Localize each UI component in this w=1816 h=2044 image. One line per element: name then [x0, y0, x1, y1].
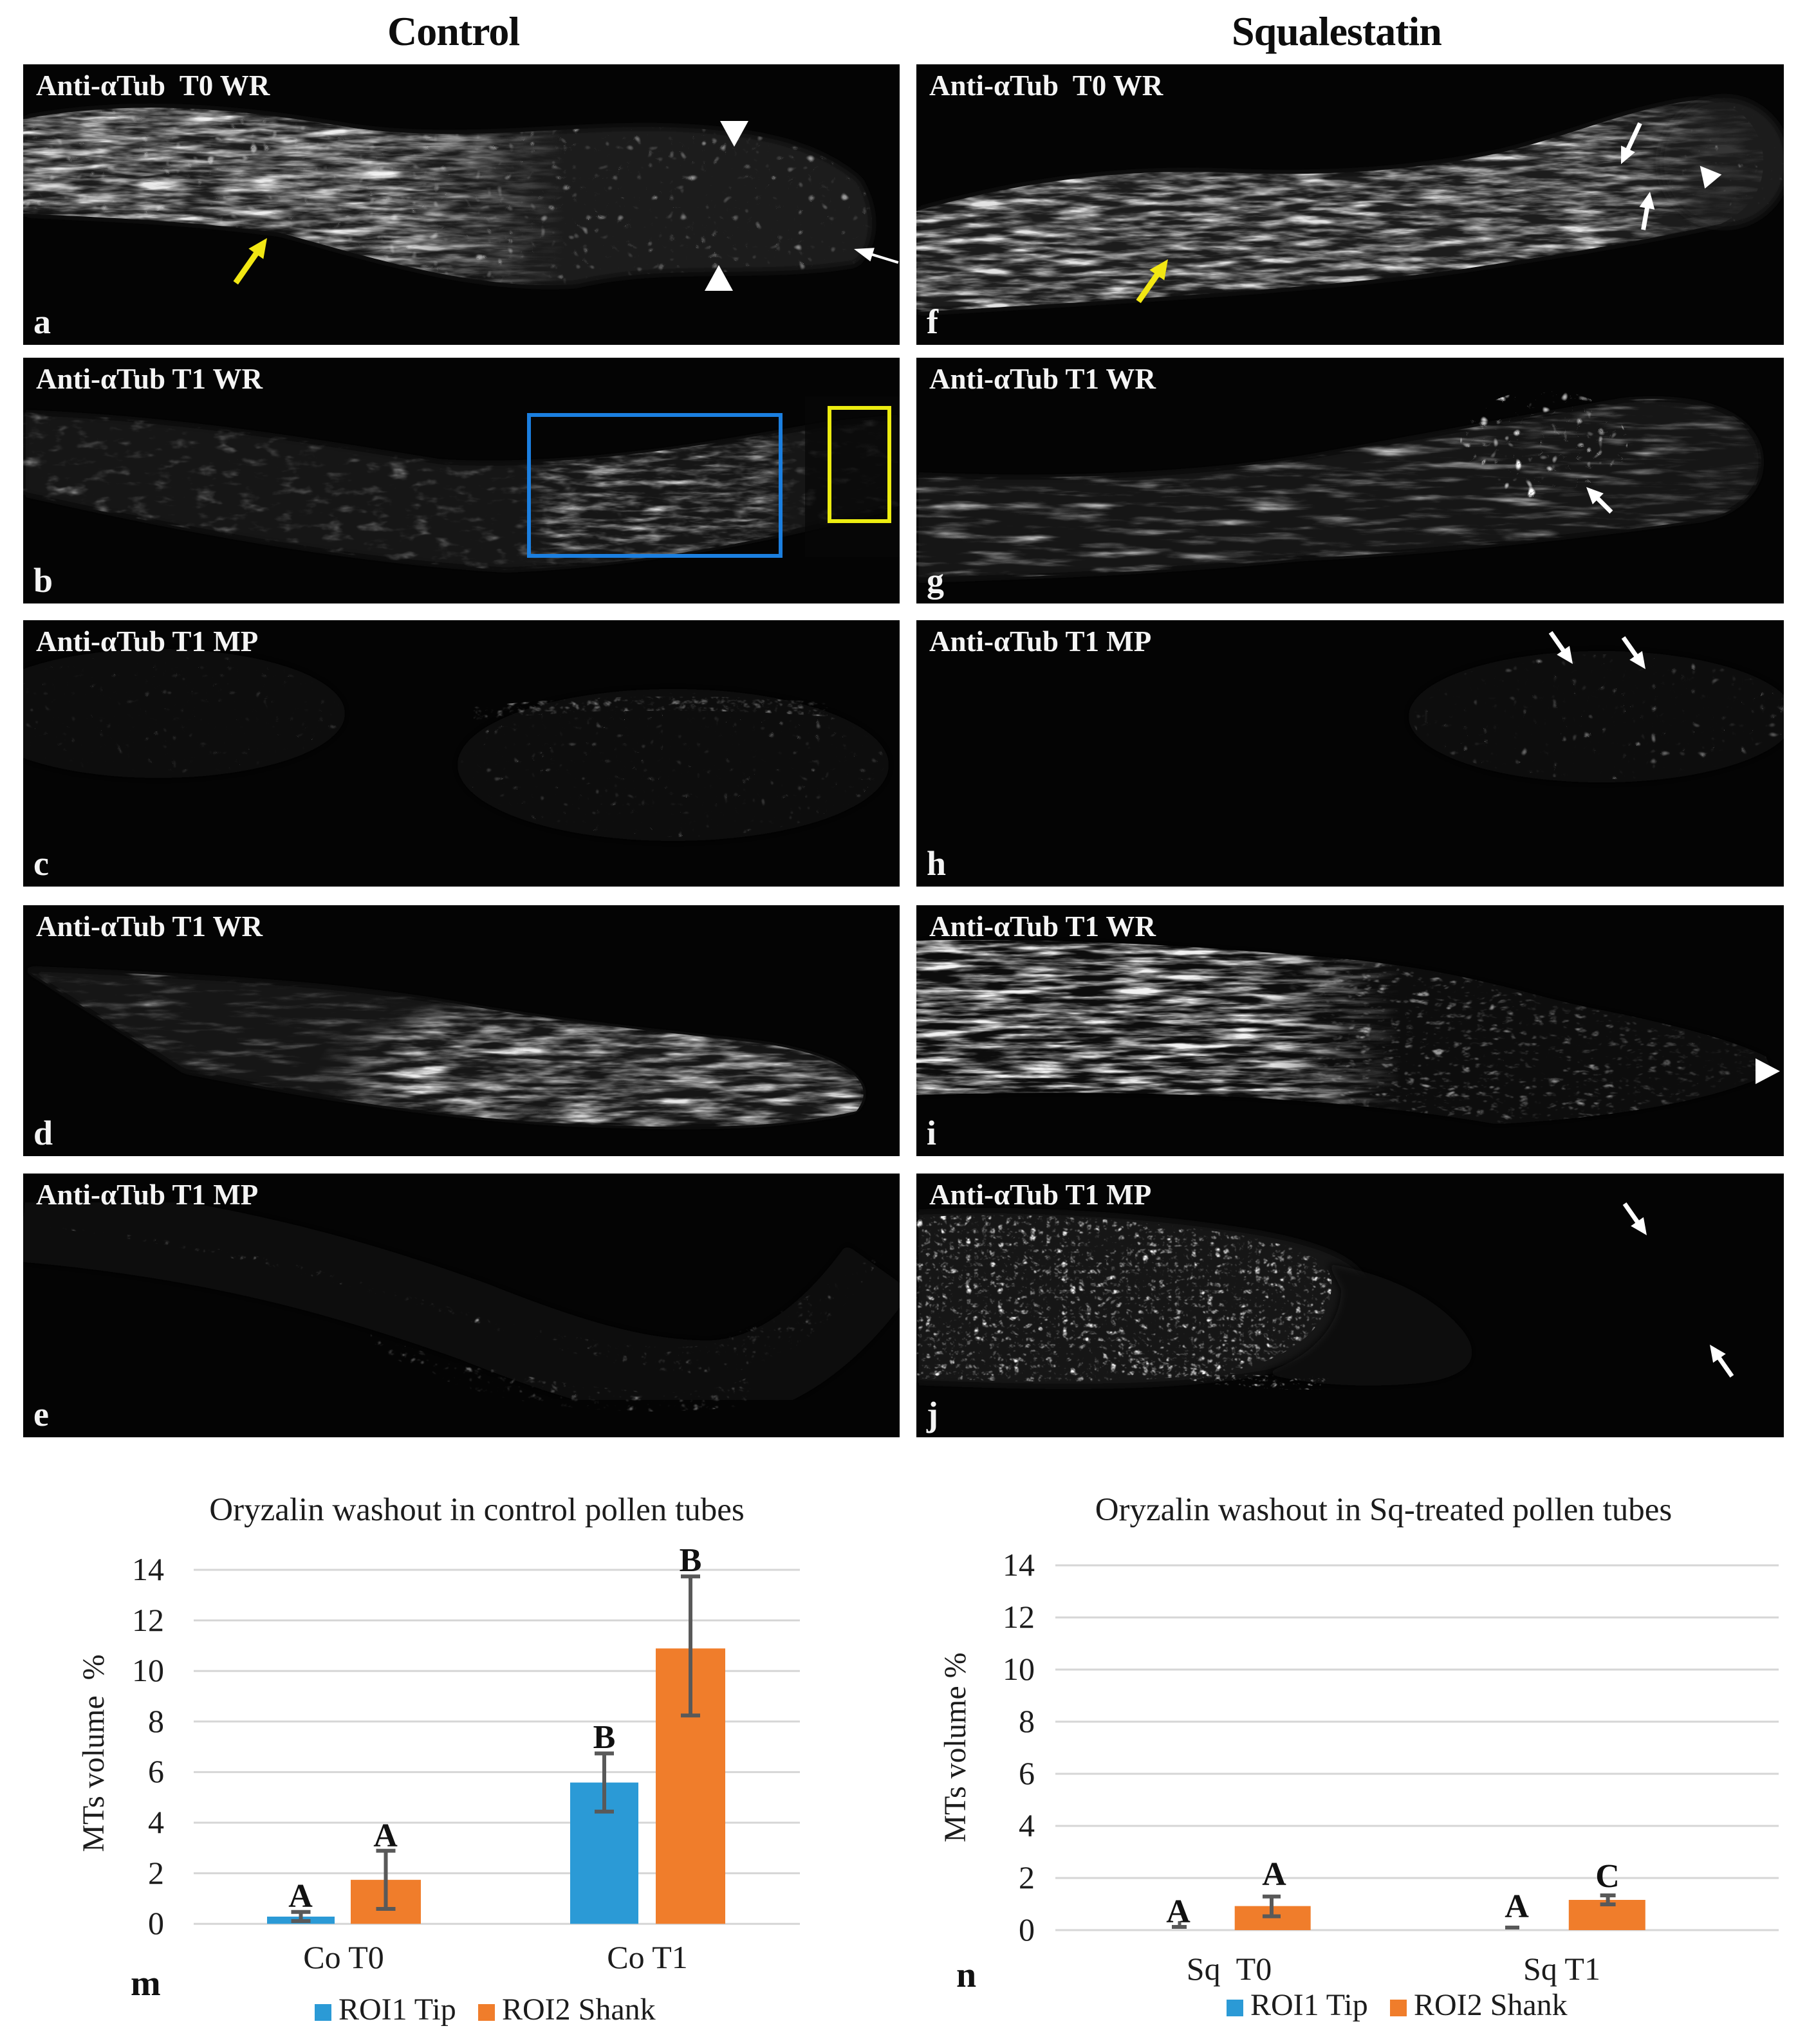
svg-text:8: 8	[1019, 1703, 1035, 1739]
svg-text:14: 14	[132, 1551, 164, 1587]
svg-text:Anti-αTub T0 WR: Anti-αTub T0 WR	[36, 69, 270, 102]
svg-text:10: 10	[1003, 1651, 1035, 1687]
svg-text:Oryzalin washout in control po: Oryzalin washout in control pollen tubes	[209, 1492, 744, 1528]
svg-text:ROI1 Tip: ROI1 Tip	[1250, 1988, 1368, 2022]
svg-text:MTs volume %: MTs volume %	[77, 1654, 111, 1852]
svg-text:Anti-αTub T1 WR: Anti-αTub T1 WR	[929, 363, 1156, 395]
svg-text:Anti-αTub T1 MP: Anti-αTub T1 MP	[36, 625, 258, 658]
svg-text:m: m	[131, 1964, 161, 2003]
svg-text:Anti-αTub T0 WR: Anti-αTub T0 WR	[929, 69, 1163, 102]
svg-text:A: A	[1166, 1893, 1191, 1930]
svg-text:a: a	[33, 302, 51, 341]
svg-text:8: 8	[148, 1703, 164, 1739]
svg-text:Sq T0: Sq T0	[1187, 1951, 1272, 1987]
svg-text:ROI1 Tip: ROI1 Tip	[338, 1993, 456, 2027]
svg-text:Oryzalin washout in Sq-treated: Oryzalin washout in Sq-treated pollen tu…	[1095, 1492, 1672, 1528]
svg-text:12: 12	[132, 1602, 164, 1638]
svg-text:h: h	[927, 844, 946, 883]
svg-text:14: 14	[1003, 1547, 1035, 1583]
svg-text:Anti-αTub T1 MP: Anti-αTub T1 MP	[929, 625, 1151, 658]
svg-text:b: b	[33, 561, 53, 600]
svg-text:6: 6	[148, 1753, 164, 1789]
svg-text:B: B	[680, 1542, 702, 1579]
svg-text:4: 4	[148, 1804, 164, 1840]
svg-text:n: n	[956, 1955, 976, 1995]
svg-text:ROI2 Shank: ROI2 Shank	[502, 1993, 656, 2027]
svg-text:2: 2	[148, 1855, 164, 1891]
svg-text:Co T1: Co T1	[607, 1939, 688, 1975]
svg-text:c: c	[33, 844, 49, 883]
svg-text:Anti-αTub T1 WR: Anti-αTub T1 WR	[36, 363, 263, 395]
svg-text:C: C	[1595, 1858, 1620, 1895]
svg-text:e: e	[33, 1395, 49, 1433]
svg-text:MTs volume %: MTs volume %	[938, 1652, 972, 1842]
svg-text:d: d	[33, 1114, 53, 1152]
svg-text:Sq T1: Sq T1	[1523, 1951, 1600, 1987]
svg-text:A: A	[373, 1818, 398, 1854]
svg-text:ROI2 Shank: ROI2 Shank	[1414, 1988, 1568, 2022]
svg-text:6: 6	[1019, 1755, 1035, 1791]
svg-text:A: A	[1262, 1856, 1286, 1893]
svg-text:B: B	[593, 1719, 616, 1756]
svg-text:Anti-αTub T1 WR: Anti-αTub T1 WR	[36, 910, 263, 943]
svg-text:Anti-αTub T1 MP: Anti-αTub T1 MP	[36, 1179, 258, 1211]
svg-text:f: f	[927, 302, 939, 341]
svg-text:Anti-αTub T1 WR: Anti-αTub T1 WR	[929, 910, 1156, 943]
svg-text:0: 0	[148, 1905, 164, 1941]
svg-text:j: j	[926, 1395, 938, 1433]
svg-text:10: 10	[132, 1652, 164, 1688]
svg-text:Anti-αTub T1 MP: Anti-αTub T1 MP	[929, 1179, 1151, 1211]
svg-text:g: g	[927, 561, 944, 600]
svg-text:A: A	[1505, 1888, 1529, 1925]
svg-text:2: 2	[1019, 1859, 1035, 1895]
svg-text:12: 12	[1003, 1599, 1035, 1635]
svg-text:4: 4	[1019, 1807, 1035, 1843]
svg-text:A: A	[288, 1878, 313, 1915]
svg-text:i: i	[927, 1114, 936, 1152]
svg-text:Co T0: Co T0	[303, 1939, 384, 1975]
svg-text:0: 0	[1019, 1911, 1035, 1947]
